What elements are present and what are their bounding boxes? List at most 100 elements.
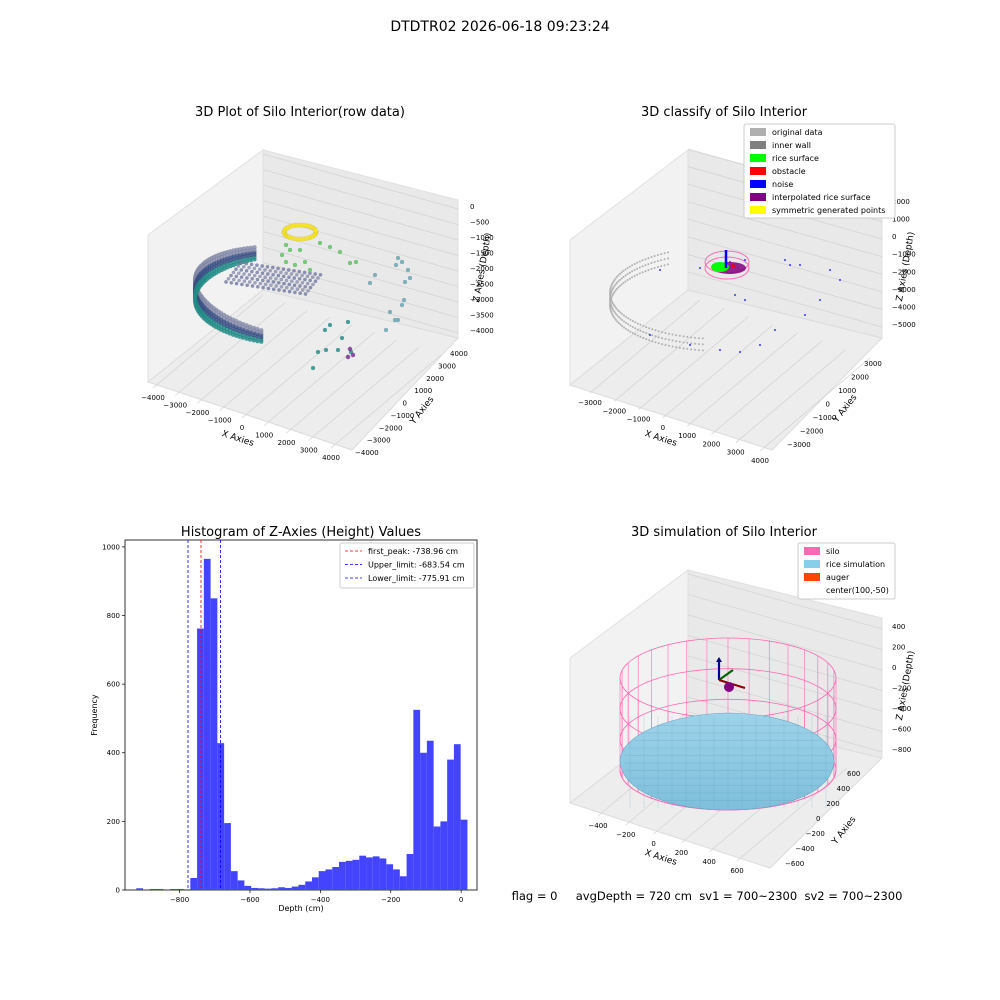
- original-data-point: [639, 329, 642, 332]
- p2-ytick-label: 1000: [838, 387, 856, 395]
- original-data-point: [624, 268, 627, 271]
- histogram-ytick-label: 600: [107, 681, 120, 689]
- raw-data-point: [244, 261, 249, 266]
- original-data-point: [667, 263, 670, 266]
- original-data-point: [610, 291, 613, 294]
- original-data-point: [619, 272, 621, 275]
- histogram-legend-box: [339, 542, 475, 589]
- raw-data-point: [292, 276, 297, 280]
- panel2-y-ticks: −3000 −2000 −1000 0 1000 2000 3000: [787, 360, 882, 449]
- original-data-point: [623, 314, 625, 317]
- noise-point: [744, 299, 746, 301]
- histogram-bar: [386, 864, 394, 890]
- original-data-point: [701, 343, 704, 346]
- noise-point: [819, 299, 821, 301]
- original-data-point: [638, 272, 641, 275]
- histogram-bar: [230, 871, 238, 890]
- histogram-bar: [156, 888, 164, 890]
- raw-data-point: [244, 323, 249, 328]
- raw-data-point: [337, 249, 343, 255]
- original-data-point: [651, 328, 654, 331]
- raw-data-point: [276, 273, 281, 278]
- original-data-point: [627, 329, 630, 332]
- panel4-legend-label: auger: [826, 573, 850, 582]
- original-data-point: [620, 277, 623, 280]
- original-data-point: [660, 253, 663, 256]
- noise-point: [774, 329, 776, 331]
- p1-gridline: [262, 153, 459, 210]
- panel4-legend-swatch: [804, 547, 820, 555]
- original-data-point: [657, 330, 660, 333]
- original-data-point: [656, 266, 659, 268]
- histogram-bar: [399, 876, 407, 890]
- noise-point: [804, 314, 806, 316]
- original-data-point: [633, 275, 636, 277]
- raw-data-point: [298, 284, 302, 288]
- raw-data-point: [289, 279, 294, 284]
- raw-data-point: [266, 279, 270, 284]
- raw-data-point: [313, 228, 319, 234]
- original-data-point: [610, 300, 613, 303]
- raw-data-point: [289, 272, 294, 276]
- p2-gridline: [662, 324, 774, 419]
- rice-simulation-surface: [619, 712, 835, 811]
- original-data-point: [609, 307, 612, 310]
- original-data-point: [667, 257, 670, 260]
- original-data-point: [654, 335, 657, 338]
- raw-data-point: [286, 268, 291, 272]
- raw-data-point: [399, 259, 405, 265]
- panel2-legend-label: original data: [772, 128, 823, 137]
- raw-data-point: [252, 273, 257, 278]
- raw-data-point: [339, 335, 345, 341]
- histogram-bar: [251, 887, 258, 890]
- original-data-point: [626, 267, 629, 269]
- raw-data-point: [271, 287, 276, 292]
- histogram-ytick-label: 800: [107, 612, 120, 620]
- original-data-point: [610, 297, 613, 300]
- histogram-bar: [176, 888, 184, 890]
- raw-data-point: [239, 275, 244, 280]
- p4-ztick-label: −400: [892, 705, 911, 713]
- raw-data-point: [277, 288, 281, 292]
- histogram-bar: [136, 888, 144, 890]
- p2-gridline: [687, 236, 883, 293]
- original-data-point: [638, 260, 641, 263]
- noise-point: [689, 344, 691, 346]
- raw-data-point: [279, 270, 283, 275]
- auger-center-marker: [724, 682, 734, 692]
- original-data-point: [636, 267, 639, 270]
- p4-gridline: [736, 767, 848, 862]
- original-data-point: [620, 271, 623, 274]
- p1-ztick-label: −500: [470, 219, 489, 227]
- original-data-point: [631, 326, 634, 328]
- original-data-point: [690, 336, 693, 339]
- original-data-point: [610, 306, 613, 309]
- histogram-bar: [460, 819, 468, 890]
- p2-xtick-label: 1000: [678, 432, 696, 440]
- histogram-bars: [136, 558, 468, 890]
- panel4-x-ticks: −400 −200 0 200 400 600: [588, 822, 743, 875]
- original-data-point: [639, 323, 642, 326]
- p1-gridline: [308, 347, 420, 441]
- histogram-bar: [325, 869, 333, 890]
- raw-data-point: [247, 265, 251, 270]
- histogram-bar: [197, 628, 204, 890]
- original-data-point: [613, 305, 616, 308]
- raw-data-point: [265, 264, 270, 269]
- p4-xtick-label: −200: [616, 831, 635, 839]
- p1-ytick-label: 0: [403, 400, 407, 408]
- raw-data-point: [287, 289, 292, 294]
- p2-ytick-label: 2000: [851, 374, 869, 382]
- raw-data-point: [260, 271, 265, 276]
- auger-axis-y: [718, 669, 734, 681]
- p1-xtick-label: −4000: [141, 394, 165, 402]
- histogram-bar: [393, 869, 400, 890]
- p2-ztick-label: −5000: [892, 321, 916, 329]
- original-data-point: [682, 335, 685, 338]
- original-data-point: [661, 337, 664, 340]
- original-data-point: [644, 270, 647, 273]
- p2-gridline: [687, 271, 883, 328]
- panel1-y-ticks: −4000 −3000 −2000 −1000 0 1000 2000 3000 4000: [355, 350, 468, 457]
- panel-simulation-3d: 3D simulation of Silo Interior −400 −200 0…: [568, 525, 917, 875]
- original-data-point: [656, 260, 659, 262]
